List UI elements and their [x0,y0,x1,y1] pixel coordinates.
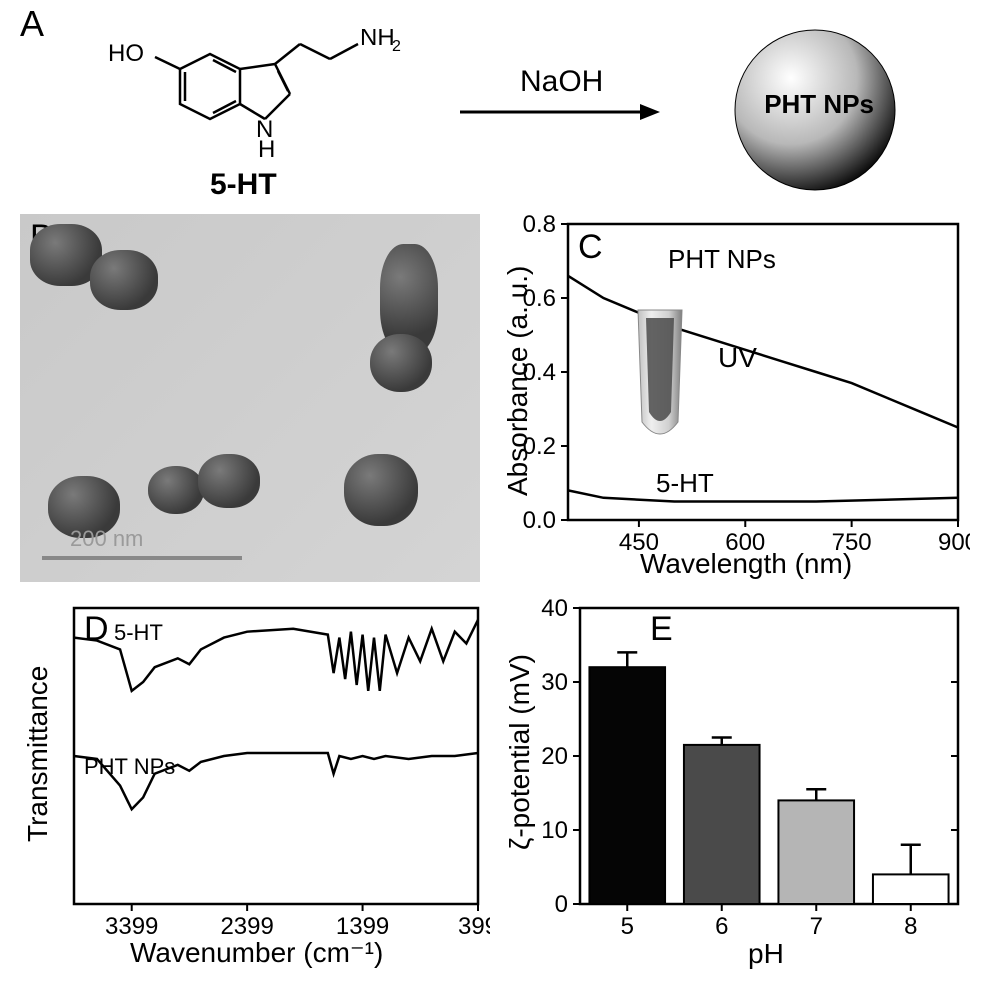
tem-particle [198,454,260,508]
atom-ho: HO [108,40,144,67]
svg-text:30: 30 [541,669,568,696]
c-uv-label: UV [718,342,757,374]
atom-nh2-sub: 2 [392,38,401,55]
d-ylabel: Transmittance [22,666,54,842]
ir-chart: 339923991399399 [20,598,490,990]
tem-particle [370,334,432,392]
scale-bar [42,556,242,560]
panel-b: B 200 nm [20,214,480,582]
tem-particle [90,250,158,310]
c-series-pht: PHT NPs [668,244,776,275]
c-series-5ht: 5-HT [656,468,714,499]
svg-text:900: 900 [938,529,970,556]
tem-image: B 200 nm [20,214,480,582]
tem-particle [148,466,204,514]
c-ylabel: Absorbance (a. u.) [502,266,534,496]
tem-particle [344,454,418,526]
molecule-label: 5-HT [210,168,277,202]
svg-text:6: 6 [715,913,728,940]
molecule-5ht: HO NH 2 N H [100,29,430,189]
svg-text:0.0: 0.0 [523,507,556,534]
panel-d: 339923991399399 Transmittance Wavenumber… [20,598,490,990]
panel-e: 0 10 20 30 40 5 6 7 8 ζ-potential (mV) pH E [500,598,970,990]
svg-text:5: 5 [621,913,634,940]
panel-c-label: C [578,228,603,267]
panel-c: 4506007509000.00.20.40.60.8 Absorbance (… [500,214,970,582]
panel-d-label: D [84,610,109,649]
reagent-label: NaOH [520,65,603,99]
d-xlabel: Wavenumber (cm⁻¹) [130,936,383,969]
svg-text:0: 0 [555,891,568,918]
atom-nh-h: H [258,136,275,163]
reaction-arrow [460,97,660,127]
atom-nh2: NH [360,29,395,51]
np-label: PHT NPs [764,89,874,120]
svg-text:7: 7 [810,913,823,940]
e-ylabel: ζ-potential (mV) [504,654,536,850]
d-top-label: 5-HT [114,620,163,646]
svg-text:8: 8 [904,913,917,940]
e-xlabel: pH [748,938,784,970]
svg-text:0.8: 0.8 [523,214,556,238]
panel-e-label: E [650,610,673,649]
panel-a-label: A [20,3,44,45]
svg-text:10: 10 [541,817,568,844]
c-xlabel: Wavelength (nm) [640,548,852,580]
cuvette-icon [620,302,700,452]
panel-a: A HO NH 2 N H 5-HT NaOH [20,5,960,205]
svg-text:20: 20 [541,743,568,770]
scale-bar-text: 200 nm [70,526,143,552]
svg-text:399: 399 [458,913,490,940]
svg-text:40: 40 [541,598,568,622]
zeta-chart: 0 10 20 30 40 5 6 7 8 [500,598,970,990]
d-bot-label: PHT NPs [84,754,175,780]
